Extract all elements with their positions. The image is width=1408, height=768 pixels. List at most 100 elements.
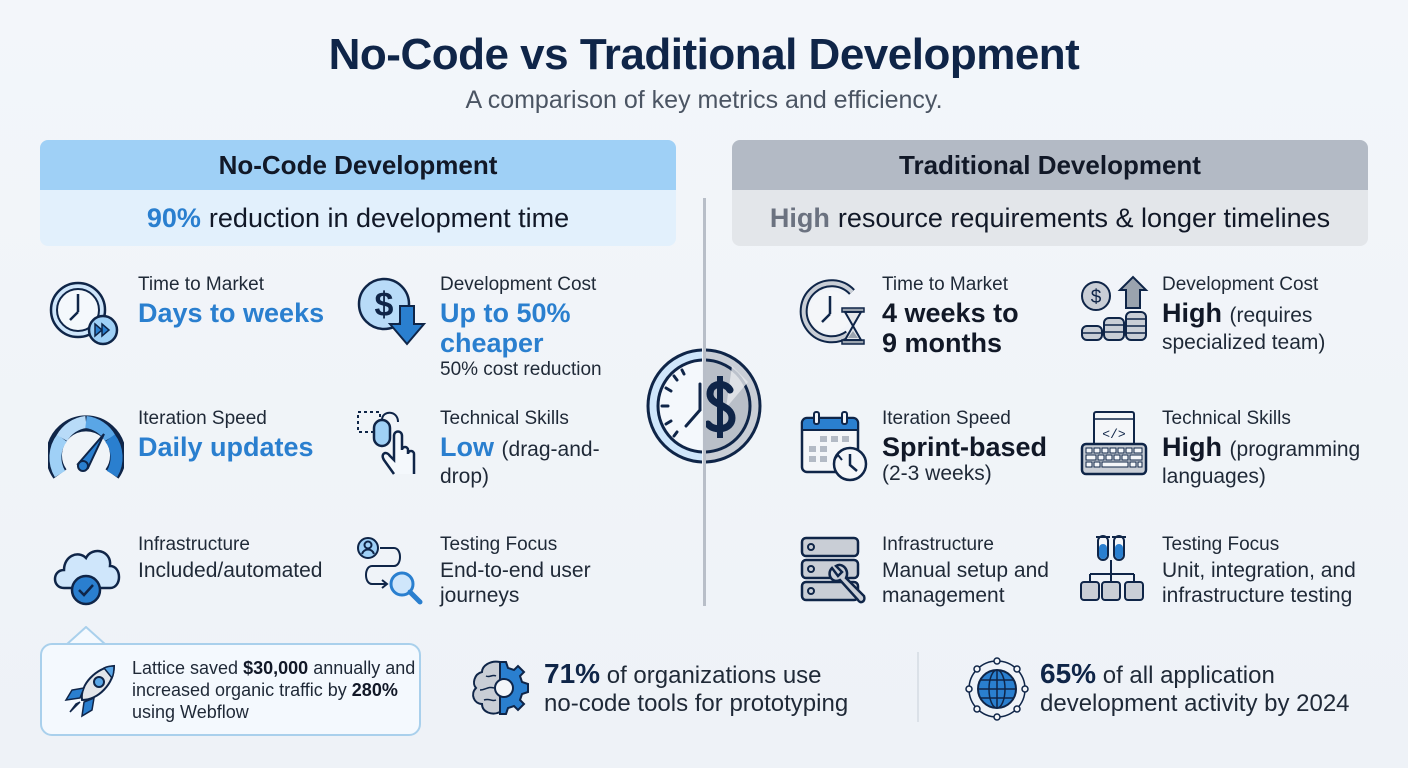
no-code-metric-iteration-speed: Iteration Speed Daily updates [48,408,314,484]
case-study-callout: Lattice saved $30,000 annually and incre… [40,643,421,736]
metric-value: Sprint-based [882,432,1048,462]
no-code-metric-development-cost: $ Development Cost Up to 50% cheaper 50%… [354,274,602,382]
metric-value: High (requires [1162,298,1325,331]
metric-value-line1: Manual setup and [882,559,1049,582]
stat-prototyping: 71% of organizations use no-code tools f… [466,654,848,724]
metric-label: Time to Market [882,274,1008,295]
metric-value-line1: End-to-end user [440,559,591,582]
traditional-banner-text: resource requirements & longer timelines [837,202,1331,233]
metric-label: Time to Market [138,274,264,295]
rocket-icon [64,664,116,717]
metric-value-line2: infrastructure testing [1162,584,1353,607]
metric-value-line2: management [882,584,1005,607]
callout-text-suffix: using Webflow [132,701,249,722]
stat-text: 71% of organizations use no-code tools f… [544,660,848,718]
traditional-metric-iteration-speed: Iteration Speed Sprint-based (2-3 weeks) [798,408,1047,486]
no-code-metric-testing-focus: Testing Focus End-to-end user journeys [354,534,591,610]
metric-label: Technical Skills [440,408,569,429]
traditional-banner: High resource requirements & longer time… [732,190,1368,246]
metric-value: High (programming [1162,432,1360,465]
metric-label: Testing Focus [1162,534,1280,555]
metric-value-suffix: (requires [1229,304,1313,327]
metric-value-line1: Unit, integration, and [1162,559,1356,582]
page-title: No-Code vs Traditional Development [328,30,1080,79]
traditional-metric-technical-skills: </> Technical Skills High (programming l… [1078,408,1360,489]
metric-label: Development Cost [1162,274,1319,295]
callout-amount: $30,000 [243,657,309,678]
server-wrench-icon [800,536,866,604]
stat-number: 65% [1040,658,1097,689]
calendar-clock-icon [800,411,868,482]
traditional-panel-header: Traditional Development High resource re… [732,140,1368,246]
metric-value-suffix: (programming [1229,438,1361,461]
metric-value-line1: Up to 50% [440,298,571,328]
cloud-check-icon [53,549,121,606]
metric-value-main: High [1162,298,1222,328]
center-divider [703,198,706,606]
metric-value-suffix: (drag-and- [501,438,600,461]
metric-sub: 50% cost reduction [440,359,602,380]
stat-app-development: 65% of all application development activ… [962,654,1350,724]
traditional-metric-testing-focus: Testing Focus Unit, integration, and inf… [1078,534,1356,610]
callout-text-mid: annually and increased organic traffic b… [132,657,416,700]
globe-network-icon [965,657,1029,721]
drag-and-drop-hand-icon [357,411,416,475]
metric-label: Iteration Speed [882,408,1011,429]
stat-text: 65% of all application development activ… [1040,660,1350,718]
metric-value-line2: journeys [440,584,520,607]
no-code-panel-header: No-Code Development 90% reduction in dev… [40,140,676,246]
stats-separator [917,652,919,722]
metric-label: Technical Skills [1162,408,1291,429]
clock-hourglass-icon [799,279,865,345]
no-code-metric-technical-skills: Technical Skills Low (drag-and- drop) [354,408,600,489]
callout-text: Lattice saved $30,000 annually and incre… [132,657,419,723]
metric-label: Testing Focus [440,534,558,555]
metric-value-suffix-line2: drop) [440,465,490,488]
dollar-down-arrow-icon: $ [357,277,427,346]
stat-text-line1: of all application [1102,662,1275,689]
svg-text:$: $ [1091,287,1102,308]
speedometer-icon [48,415,124,479]
metric-label: Development Cost [440,274,597,295]
traditional-metric-infrastructure: Infrastructure Manual setup and manageme… [798,534,1049,610]
metric-label: Infrastructure [882,534,994,555]
metric-value-line2: cheaper [440,328,544,358]
test-tubes-hierarchy-icon [1080,535,1144,601]
brain-gear-icon [472,660,529,715]
metric-value-main: High [1162,432,1222,462]
stat-text-line1: of organizations use [606,662,822,689]
page-subtitle: A comparison of key metrics and efficien… [465,86,943,114]
no-code-title: No-Code Development [40,140,676,190]
metric-value-main: Low [440,432,494,462]
metric-label: Iteration Speed [138,408,267,429]
no-code-metric-infrastructure: Infrastructure Included/automated [48,534,322,610]
callout-percent: 280% [351,679,398,700]
stat-text-line2: development activity by 2024 [1040,690,1350,717]
no-code-banner-text: reduction in development time [208,202,570,233]
metric-value-suffix-line2: languages) [1162,465,1266,488]
metric-value: Included/automated [138,559,323,582]
callout-pointer [66,626,106,646]
svg-text:</>: </> [1102,427,1126,442]
metric-value: Daily updates [138,432,314,462]
code-keyboard-icon: </> [1080,411,1148,476]
metric-label: Infrastructure [138,534,250,555]
svg-text:$: $ [375,286,394,324]
no-code-metric-time-to-market: Time to Market Days to weeks [48,274,324,350]
clock-dollar-icon [646,348,762,464]
user-journey-search-icon [357,537,423,605]
callout-text-prefix: Lattice saved [132,657,239,678]
metric-value-line2: 9 months [882,328,1003,358]
traditional-title: Traditional Development [732,140,1368,190]
metric-value: Days to weeks [138,298,325,328]
coins-up-arrow-icon: $ [1081,275,1149,341]
no-code-banner-highlight: 90% [146,202,201,233]
no-code-banner: 90% reduction in development time [40,190,676,246]
stat-text-line2: no-code tools for prototyping [544,690,849,717]
traditional-banner-highlight: High [769,202,830,233]
metric-value-line1: 4 weeks to [882,298,1019,328]
traditional-metric-development-cost: $ Development Cost High (requires specia… [1078,274,1325,355]
traditional-metric-time-to-market: Time to Market 4 weeks to 9 months [798,274,1019,358]
clock-fast-forward-icon [49,281,119,346]
metric-sub: (2-3 weeks) [882,462,992,485]
